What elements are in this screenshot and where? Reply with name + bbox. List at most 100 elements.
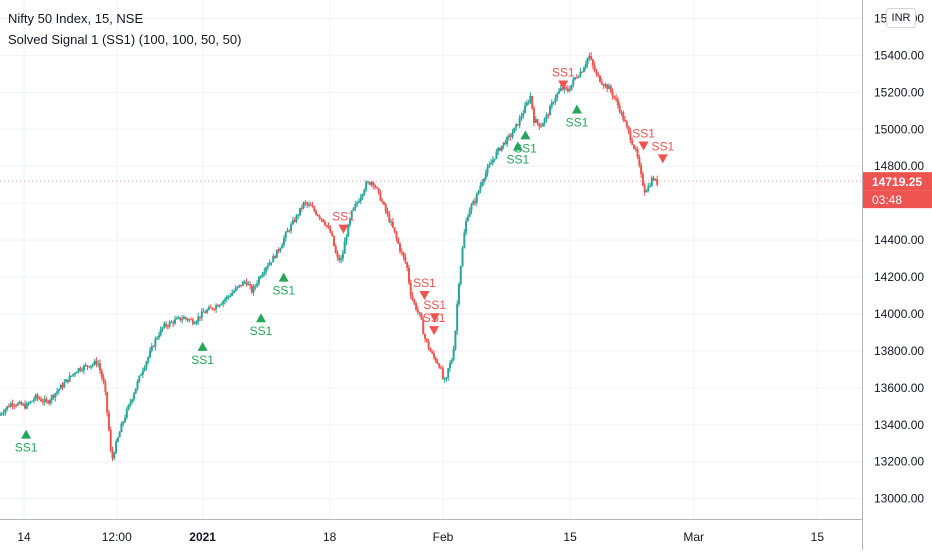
candle-body bbox=[68, 375, 71, 382]
candle-body bbox=[63, 382, 66, 388]
price-tick-label: 15000.00 bbox=[874, 122, 924, 136]
candle-body bbox=[509, 135, 512, 137]
candle-body bbox=[552, 102, 555, 104]
candle-body bbox=[186, 318, 189, 321]
candle-body bbox=[379, 191, 382, 201]
candle-body bbox=[386, 211, 389, 214]
candle-body bbox=[318, 215, 321, 219]
candle-body bbox=[431, 351, 434, 354]
candle-body bbox=[218, 304, 221, 307]
candle-body bbox=[209, 307, 212, 309]
candle-body bbox=[127, 404, 130, 410]
indicator-title[interactable]: Solved Signal 1 (SS1) (100, 100, 50, 50) bbox=[8, 32, 242, 47]
candle-body bbox=[375, 187, 378, 189]
candle-body bbox=[113, 453, 116, 459]
buy-signal-label: SS1 bbox=[272, 284, 295, 298]
candle-body bbox=[650, 177, 653, 187]
candle-body bbox=[0, 413, 1, 416]
candle-body bbox=[397, 238, 400, 244]
candle-body bbox=[422, 319, 425, 335]
candle-body bbox=[595, 71, 598, 74]
candle-body bbox=[82, 365, 85, 371]
candle-body bbox=[207, 307, 210, 310]
candle-body bbox=[104, 382, 107, 392]
candle-body bbox=[549, 106, 552, 116]
candle-body bbox=[332, 235, 335, 247]
candle-body bbox=[365, 182, 368, 190]
candle-body bbox=[566, 88, 569, 92]
candle-body bbox=[568, 89, 571, 92]
candle-body bbox=[299, 207, 302, 216]
candle-body bbox=[340, 258, 343, 261]
candle-body bbox=[338, 257, 341, 261]
candle-body bbox=[9, 403, 12, 407]
candle-body bbox=[609, 85, 612, 92]
candle-body bbox=[347, 224, 350, 237]
candle-body bbox=[109, 429, 112, 451]
currency-button[interactable]: INR bbox=[886, 8, 916, 28]
candle-body bbox=[172, 321, 175, 324]
candle-body bbox=[268, 262, 271, 266]
candle-body bbox=[197, 316, 200, 322]
candle-body bbox=[357, 201, 360, 203]
candle-body bbox=[545, 114, 548, 119]
candle-body bbox=[588, 56, 591, 59]
candle-body bbox=[618, 105, 621, 113]
candle-body bbox=[97, 363, 100, 365]
candle-body bbox=[477, 190, 480, 195]
candle-body bbox=[256, 283, 259, 286]
candle-body bbox=[479, 185, 482, 191]
candle-body bbox=[220, 303, 223, 305]
candle-body bbox=[93, 360, 96, 365]
sell-signal-arrow bbox=[429, 313, 440, 323]
candle-body bbox=[502, 142, 505, 146]
candle-body bbox=[381, 200, 384, 202]
candle-body bbox=[363, 189, 366, 195]
candle-body bbox=[520, 116, 523, 118]
candle-body bbox=[261, 273, 264, 277]
candle-body bbox=[507, 135, 510, 137]
candle-body bbox=[177, 317, 180, 319]
candle-body bbox=[504, 142, 507, 145]
candle-body bbox=[556, 93, 559, 99]
candle-body bbox=[645, 190, 648, 193]
candle-body bbox=[499, 147, 502, 151]
symbol-title[interactable]: Nifty 50 Index, 15, NSE bbox=[8, 11, 144, 26]
candle-body bbox=[350, 210, 353, 219]
candle-body bbox=[199, 316, 202, 318]
candle-body bbox=[638, 156, 641, 166]
candle-body bbox=[307, 204, 310, 206]
candle-body bbox=[157, 335, 160, 338]
candle-body bbox=[634, 148, 637, 150]
candle-body bbox=[252, 286, 255, 293]
candle-body bbox=[134, 388, 137, 394]
candle-body bbox=[24, 404, 27, 409]
candle-body bbox=[541, 123, 544, 127]
candle-body bbox=[132, 393, 135, 400]
candle-body bbox=[259, 276, 262, 278]
time-axis[interactable]: 14 12:00 2021 18 Feb 15 Mar 15 bbox=[17, 530, 824, 544]
candle-body bbox=[515, 124, 518, 128]
candle-body bbox=[154, 338, 157, 347]
candle-body bbox=[406, 262, 409, 268]
candle-body bbox=[18, 402, 21, 404]
candle-body bbox=[284, 232, 287, 239]
candle-body bbox=[84, 365, 87, 367]
candle-body bbox=[550, 102, 553, 107]
price-axis[interactable]: 15600.0015400.0015200.0015000.0014800.00… bbox=[0, 11, 932, 506]
candle-body bbox=[457, 283, 460, 305]
price-tick-label: 14000.00 bbox=[874, 307, 924, 321]
candle-body bbox=[77, 368, 80, 372]
candle-body bbox=[490, 162, 493, 165]
candle-body bbox=[120, 423, 123, 433]
candle-body bbox=[129, 402, 132, 405]
candle-body bbox=[200, 311, 203, 318]
candle-body bbox=[652, 177, 655, 180]
candle-body bbox=[213, 309, 216, 311]
candle-body bbox=[241, 281, 244, 286]
candle-body bbox=[424, 334, 427, 339]
candle-body bbox=[647, 186, 650, 191]
candle-body bbox=[636, 149, 639, 157]
